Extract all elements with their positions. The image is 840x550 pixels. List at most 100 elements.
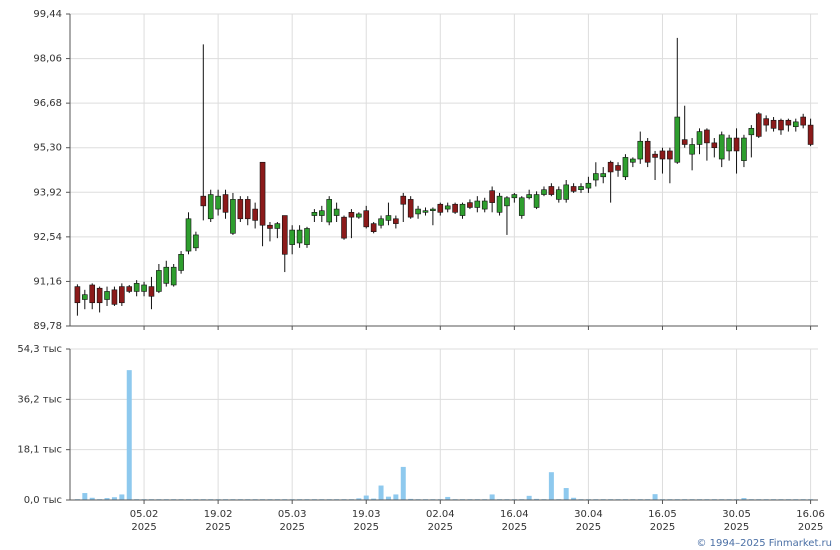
x-tick-year: 2025 (502, 522, 527, 533)
y-tick-label: 89,78 (33, 321, 62, 332)
candle-body (785, 119, 792, 126)
candle-body (222, 194, 229, 213)
candle-body (415, 208, 421, 215)
candle-body (267, 224, 273, 229)
candle-body (511, 194, 518, 199)
volume-bar (741, 498, 747, 500)
candle-body (326, 199, 333, 223)
candle-body (504, 197, 510, 207)
candle-body (378, 218, 384, 226)
y-tick-label: 0,0 тыс (24, 495, 62, 506)
y-tick-label: 92,54 (33, 232, 62, 243)
candle-body (667, 150, 673, 160)
candle-body (82, 294, 88, 300)
candle-body (578, 186, 584, 191)
candle-body (481, 200, 488, 210)
x-tick-label: 16.05 (648, 509, 677, 520)
candle-body (533, 194, 540, 208)
y-tick-label: 18,1 тыс (17, 445, 62, 456)
x-tick-year: 2025 (131, 522, 156, 533)
candle-body (259, 161, 266, 226)
candle-body (296, 229, 303, 244)
y-tick-label: 98,06 (33, 54, 62, 65)
candle-body (311, 212, 318, 216)
volume-bar (393, 494, 399, 500)
x-tick-label: 05.03 (278, 509, 307, 520)
candle-body (644, 140, 651, 163)
candle-body (356, 213, 362, 218)
candle-body (185, 218, 192, 252)
candle-body (652, 153, 658, 158)
candle-body (689, 144, 695, 155)
volume-bar (548, 472, 554, 500)
candle-body (333, 208, 340, 216)
y-tick-label: 54,3 тыс (17, 344, 62, 355)
volume-bar (363, 495, 369, 500)
volume-bar (445, 496, 451, 500)
candle-body (630, 158, 636, 163)
candle-body (119, 286, 125, 304)
y-tick-label: 99,44 (33, 9, 62, 20)
x-tick-label: 19.02 (204, 509, 233, 520)
candle-body (319, 210, 325, 216)
candle-body (126, 286, 133, 292)
candle-body (74, 286, 81, 304)
volume-bar (489, 494, 495, 500)
candle-body (622, 157, 629, 178)
candle-body (526, 194, 532, 199)
candle-body (733, 137, 740, 152)
candle-body (763, 118, 769, 126)
candle-body (252, 208, 258, 221)
candle-body (207, 194, 214, 220)
copyright: © 1994–2025 Finmarket.ru (696, 538, 832, 549)
x-tick-label: 30.04 (574, 509, 603, 520)
volume-bar (126, 370, 132, 500)
x-tick-year: 2025 (798, 522, 823, 533)
candle-body (474, 200, 481, 208)
candle-body (400, 195, 407, 205)
candle-body (89, 284, 96, 304)
candle-body (778, 119, 784, 131)
y-tick-label: 91,16 (33, 276, 62, 287)
x-tick-year: 2025 (428, 522, 453, 533)
candle-body (407, 199, 414, 218)
candle-body (289, 229, 295, 245)
candle-body (370, 223, 377, 232)
volume-bar (111, 497, 117, 500)
candle-body (674, 116, 681, 163)
x-tick-year: 2025 (724, 522, 749, 533)
candle-body (141, 284, 147, 292)
volume-bar (378, 485, 384, 500)
x-tick-label: 16.06 (796, 509, 825, 520)
volume-bar (371, 498, 377, 500)
candle-body (770, 119, 777, 129)
volume-bar (104, 498, 110, 500)
candle-body (348, 212, 355, 218)
candle-body (230, 199, 236, 234)
candle-body (170, 266, 177, 286)
candle-body (422, 210, 429, 213)
candle-body (274, 223, 281, 229)
candle-body (555, 189, 562, 200)
candle-body (96, 287, 103, 304)
x-tick-year: 2025 (650, 522, 675, 533)
volume-bar (82, 493, 88, 500)
candle-body (637, 140, 644, 160)
candle-body (585, 182, 592, 189)
candle-body (659, 150, 666, 160)
candle-body (792, 121, 799, 128)
candle-body (444, 205, 451, 210)
candle-body (718, 134, 725, 160)
candle-body (741, 137, 747, 161)
candle-body (430, 208, 436, 211)
candle-body (437, 203, 444, 213)
candle-body (452, 203, 458, 213)
volume-bar (400, 466, 406, 500)
x-tick-year: 2025 (354, 522, 379, 533)
candle-body (607, 161, 614, 173)
candle-body (178, 253, 184, 271)
candle-body (807, 124, 814, 145)
x-tick-year: 2025 (205, 522, 230, 533)
x-tick-label: 05.02 (130, 509, 159, 520)
candle-body (215, 195, 221, 210)
